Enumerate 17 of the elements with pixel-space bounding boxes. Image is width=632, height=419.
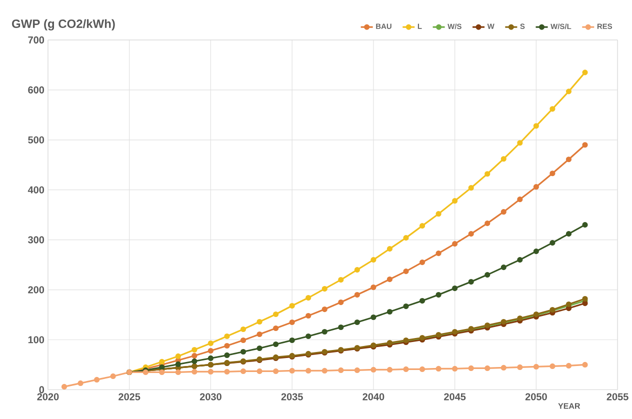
y-tick-label: 100: [28, 336, 44, 344]
y-tick-label: 600: [28, 86, 44, 94]
y-tick-label: 700: [28, 36, 44, 44]
y-tick-label: 200: [28, 286, 44, 294]
x-tick-label: 2020: [37, 393, 59, 400]
y-tick-label: 500: [28, 136, 44, 144]
x-tick-label: 2050: [525, 393, 547, 400]
y-axis-title: GWP (g CO2/kWh): [12, 19, 115, 31]
x-tick-label: 2030: [200, 393, 222, 400]
y-tick-label: 400: [28, 186, 44, 194]
x-tick-label: 2055: [606, 393, 628, 400]
y-tick-label: 300: [28, 236, 44, 244]
x-tick-label: 2035: [281, 393, 303, 400]
x-tick-label: 2040: [362, 393, 384, 400]
x-tick-label: 2025: [118, 393, 140, 400]
y-tick-label: 0: [39, 386, 44, 394]
x-tick-label: 2045: [444, 393, 466, 400]
